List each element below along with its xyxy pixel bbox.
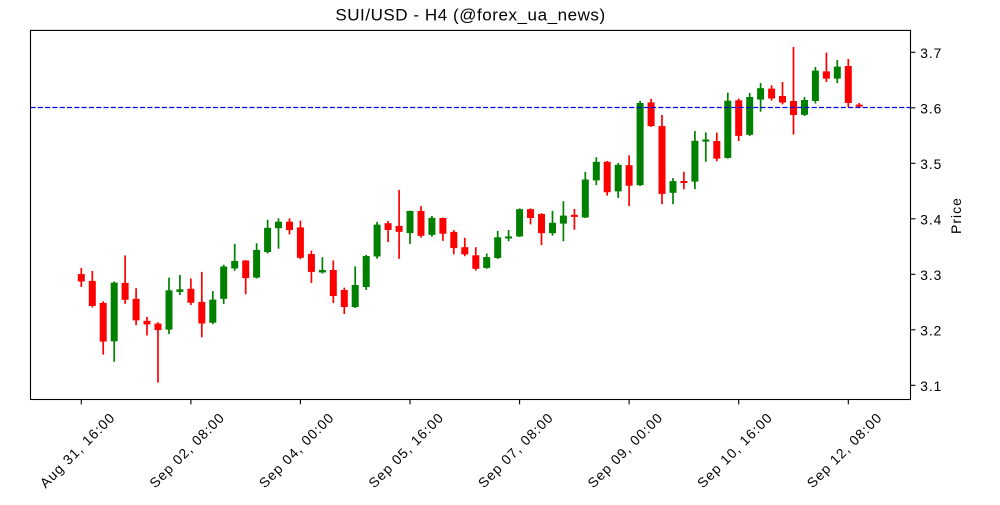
svg-text:3.4: 3.4: [920, 212, 942, 227]
svg-text:3.3: 3.3: [920, 268, 942, 283]
svg-text:SUI/USD - H4 (@forex_ua_news): SUI/USD - H4 (@forex_ua_news): [335, 6, 605, 25]
svg-text:3.5: 3.5: [920, 157, 942, 172]
svg-text:3.6: 3.6: [920, 101, 942, 116]
svg-text:3.7: 3.7: [920, 46, 942, 61]
svg-text:3.1: 3.1: [920, 379, 942, 394]
svg-text:Price: Price: [948, 197, 964, 234]
svg-text:3.2: 3.2: [920, 323, 942, 338]
